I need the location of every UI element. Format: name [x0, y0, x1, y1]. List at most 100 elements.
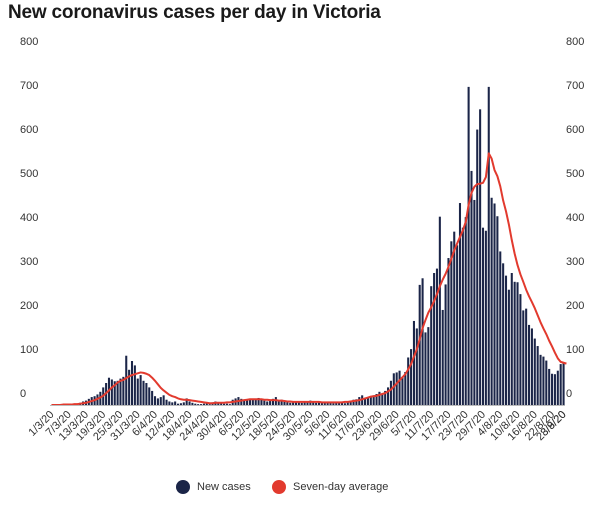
bar-new-cases [151, 390, 154, 405]
bar-new-cases [142, 380, 145, 405]
bar-new-cases [162, 395, 165, 405]
bar-new-cases [352, 399, 355, 405]
bar-new-cases [542, 356, 545, 405]
y-tick-label-right: 600 [566, 124, 584, 136]
bar-new-cases [421, 278, 424, 405]
bar-new-cases [467, 86, 470, 405]
y-tick-label-left: 100 [20, 344, 38, 356]
y-tick-label-left: 0 [20, 388, 26, 400]
bar-new-cases [116, 380, 119, 405]
bar-new-cases [447, 258, 450, 405]
bar-new-cases [130, 361, 134, 405]
bar-new-cases [490, 197, 493, 405]
bar-series-new-cases [59, 86, 565, 405]
legend-item-seven-day-average: Seven-day average [272, 480, 388, 494]
bar-new-cases [444, 284, 447, 405]
bar-new-cases [441, 309, 444, 405]
y-tick-label-left: 200 [20, 300, 38, 312]
bar-new-cases [266, 401, 269, 405]
bar-new-cases [507, 289, 510, 405]
bar-new-cases [435, 268, 438, 405]
bar-new-cases [525, 308, 528, 405]
bar-new-cases [516, 282, 519, 405]
y-tick-label-right: 100 [566, 344, 584, 356]
line-series-seven-day-average [51, 152, 567, 406]
bar-new-cases [481, 227, 485, 405]
bar-new-cases [122, 376, 125, 405]
bar-new-cases [450, 241, 453, 405]
bar-new-cases [493, 203, 496, 405]
bar-new-cases [407, 357, 410, 405]
bar-new-cases [323, 401, 326, 405]
bar-new-cases [292, 402, 295, 405]
bar-new-cases [113, 381, 116, 405]
bar-new-cases [458, 203, 462, 405]
legend-swatch-new-cases [176, 480, 190, 494]
bar-new-cases [461, 227, 464, 405]
bar-new-cases [553, 374, 556, 405]
bar-new-cases [312, 401, 315, 405]
bar-new-cases [384, 390, 387, 405]
bar-new-cases [392, 373, 395, 405]
bar-new-cases [533, 338, 536, 405]
y-tick-label-right: 800 [566, 36, 584, 48]
bar-new-cases [364, 397, 367, 405]
legend-item-new-cases: New cases [176, 480, 251, 494]
bar-new-cases [545, 360, 548, 405]
bar-new-cases [317, 402, 321, 405]
bar-new-cases [499, 251, 502, 405]
bar-new-cases [349, 400, 352, 405]
legend-label-seven-day-average: Seven-day average [293, 481, 389, 493]
y-tick-label-right: 300 [566, 256, 584, 268]
y-tick-label-right: 700 [566, 80, 584, 92]
bar-new-cases [110, 379, 113, 405]
bar-new-cases [415, 328, 418, 405]
bar-new-cases [473, 199, 476, 405]
bar-new-cases [453, 231, 456, 405]
y-tick-label-right: 200 [566, 300, 584, 312]
bar-new-cases [522, 310, 525, 405]
bar-new-cases [539, 354, 542, 405]
bar-new-cases [225, 403, 228, 405]
bar-new-cases [191, 402, 194, 405]
bar-new-cases [389, 380, 392, 405]
y-tick-label-left: 600 [20, 124, 38, 136]
bar-new-cases [479, 109, 482, 405]
bar-new-cases [381, 394, 384, 405]
bar-new-cases [168, 401, 171, 405]
bar-new-cases [136, 378, 139, 405]
bar-new-cases [165, 399, 168, 405]
bar-new-cases [205, 403, 208, 405]
legend: New cases Seven-day average [0, 480, 610, 504]
y-tick-label-left: 800 [20, 36, 38, 48]
bar-new-cases [145, 383, 148, 405]
bar-new-cases [438, 216, 441, 405]
bar-new-cases [484, 230, 487, 405]
bar-new-cases [476, 129, 479, 405]
bar-new-cases [378, 391, 381, 405]
bar-new-cases [395, 372, 398, 405]
y-tick-label-left: 400 [20, 212, 38, 224]
legend-swatch-seven-day-average [272, 480, 286, 494]
bar-new-cases [355, 399, 358, 405]
bar-new-cases [185, 398, 188, 405]
bar-new-cases [387, 387, 390, 405]
bar-new-cases [519, 294, 522, 405]
bar-new-cases [280, 399, 283, 405]
bar-new-cases [257, 397, 260, 405]
bar-new-cases [128, 369, 131, 405]
bar-new-cases [487, 86, 490, 405]
bar-new-cases [528, 324, 531, 405]
bar-new-cases [329, 402, 332, 405]
bar-new-cases [220, 402, 223, 405]
bar-new-cases [297, 401, 300, 405]
bar-new-cases [194, 403, 197, 405]
bar-new-cases [248, 398, 251, 405]
bar-new-cases [401, 376, 404, 405]
bar-new-cases [372, 395, 375, 405]
bar-new-cases [251, 399, 254, 405]
bar-new-cases [202, 403, 205, 405]
bar-new-cases [271, 398, 275, 405]
chart-svg: 0 100 200 300 400 500 600 700 800 0 100 200 300 400 5… [20, 36, 584, 443]
bar-new-cases [283, 401, 286, 405]
